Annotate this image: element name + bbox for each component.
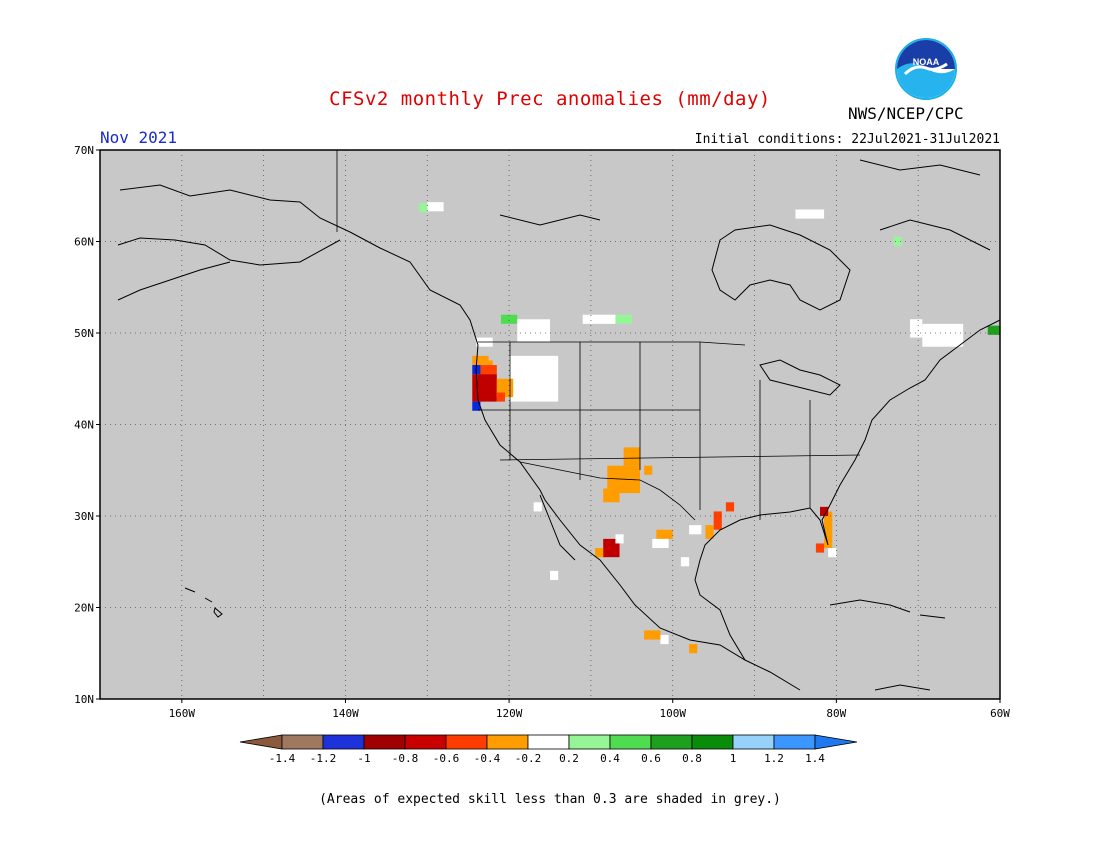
anomaly-cell xyxy=(656,529,673,539)
anomaly-cell xyxy=(893,236,902,247)
anomaly-cell xyxy=(660,634,669,645)
anomaly-cell xyxy=(472,401,481,411)
longitude-labels: 160W 140W 120W 100W 80W 60W xyxy=(169,699,1010,720)
colorbar-swatch xyxy=(773,734,816,750)
colorbar-arrow-low xyxy=(239,734,283,750)
colorbar-label: -1 xyxy=(357,752,370,765)
colorbar-label: -1.2 xyxy=(310,752,337,765)
anomaly-cell xyxy=(713,511,722,530)
lon-tick-label: 100W xyxy=(659,707,686,720)
anomaly-cell xyxy=(517,319,550,343)
anomaly-cell xyxy=(987,325,1000,335)
coastlines xyxy=(117,159,1001,691)
lat-tick-label: 50N xyxy=(74,327,94,340)
lat-lon-grid xyxy=(100,150,1000,699)
anomaly-cell xyxy=(652,538,669,549)
colorbar-swatch xyxy=(486,734,529,750)
colorbar-label: -0.2 xyxy=(515,752,542,765)
anomaly-cell xyxy=(595,548,604,558)
lon-tick-label: 120W xyxy=(496,707,523,720)
anomaly-cell xyxy=(623,447,640,466)
colorbar-swatch xyxy=(691,734,734,750)
anomaly-cell xyxy=(496,392,505,402)
lat-tick-label: 40N xyxy=(74,419,94,432)
lat-tick-label: 10N xyxy=(74,693,94,706)
anomaly-cell xyxy=(828,548,837,558)
anomaly-cell xyxy=(689,525,702,535)
anomaly-cell xyxy=(615,314,632,324)
noaa-logo: NOAA xyxy=(895,38,957,100)
anomaly-cell xyxy=(472,374,497,402)
anomaly-cell xyxy=(550,570,559,581)
anomaly-cell xyxy=(582,314,616,324)
colorbar-labels: -1.4 -1.2 -1 -0.8 -0.6 -0.4 -0.2 0.2 0.4 0.6 0.8 1 1… xyxy=(269,752,826,765)
chart-title: CFSv2 monthly Prec anomalies (mm/day) xyxy=(329,88,771,110)
colorbar-label: 0.6 xyxy=(641,752,661,765)
anomaly-cell xyxy=(705,525,714,539)
anomaly-cell xyxy=(509,355,559,402)
anomaly-cell xyxy=(820,506,829,516)
month-label: Nov 2021 xyxy=(100,128,178,147)
lon-tick-label: 60W xyxy=(990,707,1010,720)
logo-text: NOAA xyxy=(913,57,940,67)
agency-label: NWS/NCEP/CPC xyxy=(848,104,964,123)
anomaly-cell xyxy=(472,355,489,366)
colorbar-swatch xyxy=(527,734,570,750)
anomaly-cell xyxy=(689,644,698,654)
colorbar-label: 0.4 xyxy=(600,752,620,765)
anomaly-cell xyxy=(603,488,620,503)
anomaly-cell xyxy=(795,209,825,219)
anomaly-cell xyxy=(427,202,444,212)
anomaly-cell xyxy=(615,534,624,544)
colorbar-swatch xyxy=(322,734,365,750)
colorbar-label: 1 xyxy=(730,752,737,765)
colorbar-label: -0.6 xyxy=(433,752,460,765)
colorbar-label: -0.4 xyxy=(474,752,501,765)
colorbar-label: 0.8 xyxy=(682,752,702,765)
lat-tick-label: 30N xyxy=(74,510,94,523)
initial-conditions: Initial conditions: 22Jul2021-31Jul2021 xyxy=(694,132,1000,147)
colorbar-swatch xyxy=(609,734,652,750)
anomaly-cell xyxy=(680,557,690,567)
anomaly-cell xyxy=(910,319,923,338)
anomaly-cell xyxy=(496,378,514,398)
colorbar-swatch xyxy=(363,734,406,750)
lon-tick-label: 160W xyxy=(169,707,196,720)
anomaly-cell xyxy=(480,365,497,375)
anomaly-cells xyxy=(419,202,1000,654)
lat-tick-label: 60N xyxy=(74,236,94,249)
anomaly-cell xyxy=(815,543,825,553)
colorbar-swatch xyxy=(404,734,447,750)
anomaly-cell xyxy=(725,502,735,512)
anomaly-cell xyxy=(644,465,653,475)
colorbar xyxy=(239,734,858,750)
skill-footnote: (Areas of expected skill less than 0.3 a… xyxy=(319,792,781,807)
lon-tick-label: 140W xyxy=(332,707,359,720)
colorbar-label: -0.8 xyxy=(392,752,419,765)
lon-tick-label: 80W xyxy=(826,707,846,720)
colorbar-swatch xyxy=(568,734,611,750)
latitude-labels: 70N 60N 50N 40N 30N 20N 10N xyxy=(74,144,100,706)
colorbar-label: -1.4 xyxy=(269,752,296,765)
colorbar-label: 1.4 xyxy=(805,752,825,765)
colorbar-label: 0.2 xyxy=(559,752,579,765)
anomaly-cell xyxy=(922,323,964,347)
colorbar-swatch xyxy=(650,734,693,750)
anomaly-cell xyxy=(419,203,428,213)
colorbar-label: 1.2 xyxy=(764,752,784,765)
anomaly-cell xyxy=(824,511,833,549)
lat-tick-label: 70N xyxy=(74,144,94,157)
colorbar-arrow-high xyxy=(814,734,858,750)
political-borders xyxy=(336,150,861,521)
colorbar-swatch xyxy=(732,734,775,750)
anomaly-cell xyxy=(644,630,661,640)
anomaly-cell xyxy=(500,314,518,324)
anomaly-cell xyxy=(533,502,542,512)
lat-tick-label: 20N xyxy=(74,602,94,615)
colorbar-swatch xyxy=(445,734,488,750)
colorbar-swatch xyxy=(281,734,324,750)
